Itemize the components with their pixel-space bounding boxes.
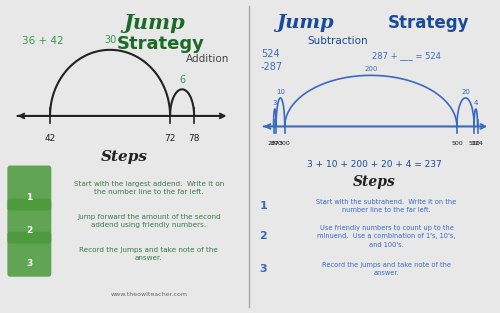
Text: 78: 78 xyxy=(188,134,200,143)
Text: Start with the subtrahend.  Write it on the
number line to the far left.: Start with the subtrahend. Write it on t… xyxy=(316,199,456,213)
Text: 2: 2 xyxy=(26,226,32,235)
Text: 1: 1 xyxy=(26,192,32,202)
FancyBboxPatch shape xyxy=(8,232,52,277)
Text: Jump: Jump xyxy=(276,14,334,32)
Text: Start with the largest addend.  Write it on
the number line to the far left.: Start with the largest addend. Write it … xyxy=(74,181,224,195)
Text: 20: 20 xyxy=(461,89,470,95)
Text: 30: 30 xyxy=(104,35,116,45)
Text: Subtraction: Subtraction xyxy=(307,36,368,46)
Text: 72: 72 xyxy=(164,134,176,143)
Text: Steps: Steps xyxy=(101,150,148,163)
Text: 3: 3 xyxy=(26,259,32,268)
Text: 3: 3 xyxy=(272,100,277,106)
Text: Jump forward the amount of the second
addend using friendly numbers.: Jump forward the amount of the second ad… xyxy=(77,214,221,228)
Text: 287: 287 xyxy=(268,141,280,146)
Text: 2: 2 xyxy=(260,231,267,241)
Text: 4: 4 xyxy=(474,100,478,106)
Text: Strategy: Strategy xyxy=(388,14,469,32)
Text: 10: 10 xyxy=(276,89,285,95)
Text: 500: 500 xyxy=(451,141,462,146)
Text: 290: 290 xyxy=(270,141,282,146)
Text: 36 + 42: 36 + 42 xyxy=(22,36,64,46)
Text: 200: 200 xyxy=(364,66,378,72)
Text: 3: 3 xyxy=(260,264,267,274)
FancyBboxPatch shape xyxy=(8,166,52,211)
FancyBboxPatch shape xyxy=(8,198,52,244)
Text: Record the jumps and take note of the
answer.: Record the jumps and take note of the an… xyxy=(80,247,218,261)
Text: www.theowlteacher.com: www.theowlteacher.com xyxy=(110,292,188,297)
Text: Jump: Jump xyxy=(123,13,184,33)
Text: 524
-287: 524 -287 xyxy=(261,49,283,72)
Text: 300: 300 xyxy=(279,141,290,146)
Text: Record the jumps and take note of the
answer.: Record the jumps and take note of the an… xyxy=(322,262,451,276)
Text: 3 + 10 + 200 + 20 + 4 = 237: 3 + 10 + 200 + 20 + 4 = 237 xyxy=(307,160,442,168)
Text: 524: 524 xyxy=(472,141,484,146)
Text: 42: 42 xyxy=(44,134,56,143)
Text: 1: 1 xyxy=(260,201,267,211)
Text: 287 + ___ = 524: 287 + ___ = 524 xyxy=(372,51,440,60)
Text: Steps: Steps xyxy=(353,175,396,189)
Text: 520: 520 xyxy=(468,141,480,146)
Text: Addition: Addition xyxy=(186,54,229,64)
Text: 6: 6 xyxy=(179,75,185,85)
Text: Strategy: Strategy xyxy=(117,35,205,53)
Text: Use friendly numbers to count up to the
minuend.  Use a combination of 1's, 10's: Use friendly numbers to count up to the … xyxy=(318,225,456,248)
